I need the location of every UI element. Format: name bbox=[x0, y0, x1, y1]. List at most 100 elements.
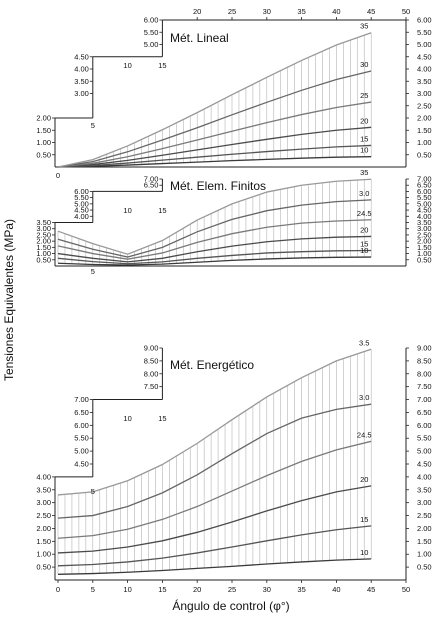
step-tick-label: 5.50 bbox=[74, 193, 89, 202]
step-tick-label: 3.50 bbox=[36, 218, 51, 227]
series-label: 15 bbox=[360, 134, 368, 143]
axes-layer bbox=[52, 17, 409, 583]
step-x-label: 10 bbox=[123, 414, 131, 423]
step-x-label: 5 bbox=[91, 487, 95, 496]
step-tick-label: 1.50 bbox=[36, 537, 51, 546]
right-tick-label: 4.50 bbox=[417, 52, 432, 61]
step-tick-label: 4.50 bbox=[74, 52, 89, 61]
series-label: 3.5 bbox=[359, 338, 369, 347]
series-line bbox=[57, 199, 372, 258]
step-tick-label: 6.00 bbox=[144, 16, 159, 25]
right-tick-label: 2.00 bbox=[417, 237, 432, 246]
panel-title: Mét. Elem. Finitos bbox=[170, 179, 266, 193]
bottom-x-tick-label: 0 bbox=[56, 585, 60, 594]
step-tick-label: 5.00 bbox=[74, 199, 89, 208]
right-tick-label: 5.00 bbox=[417, 199, 432, 208]
bottom-x-tick-label: 5 bbox=[91, 585, 95, 594]
right-tick-label: 7.50 bbox=[417, 382, 432, 391]
series-line bbox=[57, 178, 372, 255]
right-tick-label: 5.00 bbox=[417, 40, 432, 49]
right-tick-label: 4.00 bbox=[417, 65, 432, 74]
step-tick-label: 3.00 bbox=[36, 224, 51, 233]
right-tick-label: 0.50 bbox=[417, 150, 432, 159]
step-tick-label: 5.50 bbox=[144, 28, 159, 37]
step-x-label: 10 bbox=[123, 206, 131, 215]
right-tick-label: 1.00 bbox=[417, 550, 432, 559]
series-label: 20 bbox=[360, 116, 368, 125]
top-x-tick-label: 40 bbox=[332, 7, 340, 16]
step-tick-label: 5.50 bbox=[74, 434, 89, 443]
series-label: 10 bbox=[360, 246, 368, 255]
top-x-tick-label: 25 bbox=[228, 7, 236, 16]
series-label: 15 bbox=[360, 239, 368, 248]
series-label: 15 bbox=[360, 515, 368, 524]
step-tick-label: 1.50 bbox=[36, 243, 51, 252]
right-tick-label: 3.50 bbox=[417, 77, 432, 86]
step-tick-label: 4.50 bbox=[74, 460, 89, 469]
right-tick-label: 6.50 bbox=[417, 181, 432, 190]
step-tick-label: 3.00 bbox=[36, 498, 51, 507]
series-label: 3.0 bbox=[359, 393, 369, 402]
step-tick-label: 9.00 bbox=[144, 344, 159, 353]
bottom-x-tick-label: 40 bbox=[332, 585, 340, 594]
right-tick-label: 4.50 bbox=[417, 206, 432, 215]
series-line bbox=[57, 256, 372, 266]
step-tick-label: 5.00 bbox=[144, 40, 159, 49]
step-tick-label: 8.00 bbox=[144, 369, 159, 378]
series-label: 10 bbox=[360, 548, 368, 557]
right-tick-label: 0.50 bbox=[417, 255, 432, 264]
step-tick-label: 1.50 bbox=[36, 126, 51, 135]
step-tick-label: 2.00 bbox=[36, 237, 51, 246]
step-tick-label: 1.00 bbox=[36, 550, 51, 559]
right-tick-label: 0.50 bbox=[417, 563, 432, 572]
series-label: 20 bbox=[360, 475, 368, 484]
right-tick-label: 2.50 bbox=[417, 511, 432, 520]
step-x-label: 15 bbox=[158, 206, 166, 215]
bottom-x-tick-label: 25 bbox=[228, 585, 236, 594]
right-tick-label: 2.50 bbox=[417, 230, 432, 239]
right-tick-label: 3.50 bbox=[417, 485, 432, 494]
x-axis-label: Ángulo de control (φ°) bbox=[172, 598, 289, 613]
bottom-x-tick-label: 45 bbox=[367, 585, 375, 594]
series-label: 20 bbox=[360, 225, 368, 234]
series-label: 24.5 bbox=[357, 209, 372, 218]
step-tick-label: 5.00 bbox=[74, 447, 89, 456]
right-tick-label: 2.00 bbox=[417, 524, 432, 533]
panel-title: Mét. Lineal bbox=[170, 31, 229, 45]
labels-layer: 0.501.001.502.002.503.003.504.004.505.00… bbox=[36, 7, 431, 594]
step-x-label: 15 bbox=[158, 414, 166, 423]
right-tick-label: 5.50 bbox=[417, 28, 432, 37]
bottom-x-tick-label: 35 bbox=[297, 585, 305, 594]
series-label: 30 bbox=[360, 60, 368, 69]
series-line bbox=[57, 403, 372, 519]
series-label: 3.0 bbox=[359, 189, 369, 198]
series-line bbox=[57, 440, 372, 539]
series-line bbox=[57, 348, 372, 496]
series-line bbox=[57, 485, 372, 554]
right-tick-label: 2.50 bbox=[417, 101, 432, 110]
right-tick-label: 1.00 bbox=[417, 138, 432, 147]
right-tick-label: 5.00 bbox=[417, 447, 432, 456]
right-tick-label: 7.00 bbox=[417, 395, 432, 404]
right-tick-label: 4.50 bbox=[417, 460, 432, 469]
step-tick-label: 8.50 bbox=[144, 356, 159, 365]
step-tick-label: 0.50 bbox=[36, 563, 51, 572]
series-label: 35 bbox=[360, 22, 368, 31]
step-x-label: 5 bbox=[91, 121, 95, 130]
series-layer bbox=[57, 32, 372, 575]
series-line bbox=[57, 249, 372, 265]
right-tick-label: 4.00 bbox=[417, 212, 432, 221]
right-tick-label: 2.00 bbox=[417, 114, 432, 123]
series-line bbox=[57, 70, 372, 168]
step-x-label: 15 bbox=[158, 61, 166, 70]
right-tick-label: 8.00 bbox=[417, 369, 432, 378]
top-x-tick-label: 35 bbox=[297, 7, 305, 16]
top-x-tick-label: 20 bbox=[193, 7, 201, 16]
right-tick-label: 9.00 bbox=[417, 344, 432, 353]
top-x-tick-label: 50 bbox=[402, 7, 410, 16]
right-tick-label: 6.00 bbox=[417, 16, 432, 25]
step-tick-label: 3.50 bbox=[74, 77, 89, 86]
right-tick-label: 1.50 bbox=[417, 243, 432, 252]
